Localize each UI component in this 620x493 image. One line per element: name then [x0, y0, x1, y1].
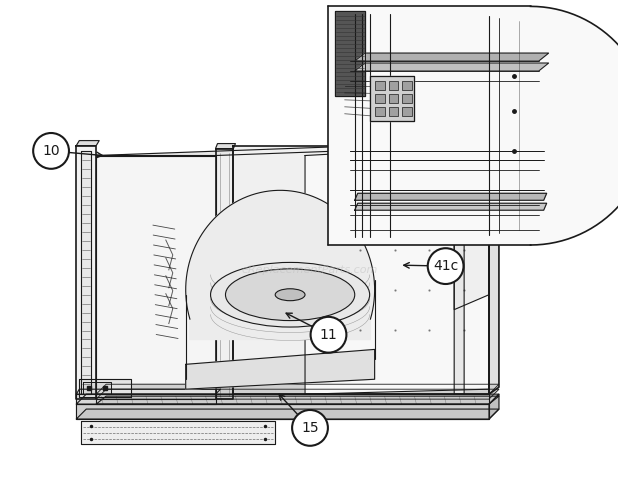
Polygon shape	[216, 148, 234, 399]
Polygon shape	[76, 409, 499, 419]
Ellipse shape	[211, 262, 370, 327]
Polygon shape	[305, 145, 489, 394]
FancyBboxPatch shape	[328, 6, 531, 245]
Text: 11: 11	[320, 328, 337, 342]
Text: eReplacementParts.com: eReplacementParts.com	[242, 265, 378, 275]
Polygon shape	[335, 11, 365, 96]
Circle shape	[33, 133, 69, 169]
Polygon shape	[489, 139, 499, 394]
Polygon shape	[76, 394, 499, 404]
Polygon shape	[76, 141, 99, 145]
Polygon shape	[454, 145, 464, 394]
Polygon shape	[355, 203, 547, 210]
Circle shape	[311, 317, 347, 352]
Circle shape	[428, 248, 464, 284]
Polygon shape	[76, 394, 216, 404]
Ellipse shape	[275, 289, 305, 301]
Polygon shape	[454, 145, 489, 310]
Polygon shape	[76, 389, 221, 394]
Bar	[402, 107, 412, 116]
Polygon shape	[96, 396, 499, 404]
Polygon shape	[76, 145, 96, 399]
Polygon shape	[234, 145, 489, 394]
Polygon shape	[79, 379, 131, 397]
Polygon shape	[96, 384, 499, 394]
Polygon shape	[216, 143, 236, 148]
Polygon shape	[489, 394, 499, 419]
Bar	[402, 81, 412, 90]
Polygon shape	[355, 53, 549, 61]
Polygon shape	[186, 350, 374, 389]
Polygon shape	[186, 190, 374, 340]
Polygon shape	[96, 155, 216, 399]
Ellipse shape	[226, 269, 355, 320]
Polygon shape	[370, 76, 414, 121]
Wedge shape	[531, 6, 620, 245]
Polygon shape	[83, 382, 111, 394]
Polygon shape	[96, 145, 489, 155]
Bar	[402, 94, 412, 103]
Bar	[389, 107, 399, 116]
Polygon shape	[96, 394, 489, 404]
Bar	[374, 81, 384, 90]
Text: 10: 10	[42, 144, 60, 158]
Text: 15: 15	[301, 421, 319, 435]
Bar	[389, 94, 399, 103]
Polygon shape	[355, 193, 547, 200]
Text: 41c: 41c	[433, 259, 458, 273]
Polygon shape	[81, 421, 275, 444]
Circle shape	[292, 410, 328, 446]
Polygon shape	[355, 63, 549, 71]
Bar	[374, 94, 384, 103]
Polygon shape	[76, 404, 489, 419]
Polygon shape	[81, 150, 91, 394]
Polygon shape	[96, 389, 499, 399]
Bar	[389, 81, 399, 90]
Bar	[374, 107, 384, 116]
